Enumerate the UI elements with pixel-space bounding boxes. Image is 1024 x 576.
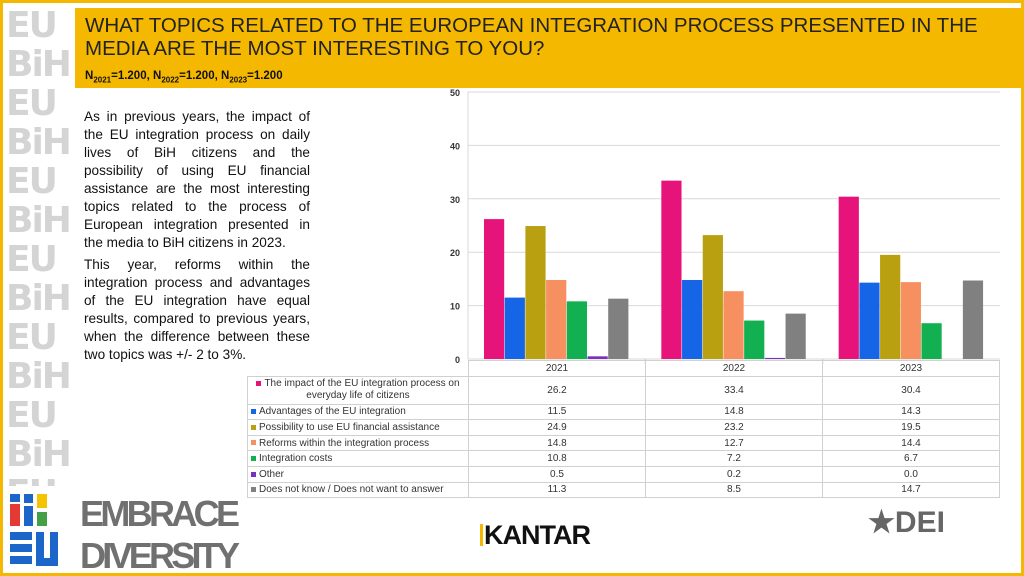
value-cell: 26.2	[468, 375, 646, 405]
value-cell: 24.9	[468, 419, 646, 436]
value-cell: 6.7	[822, 450, 1000, 467]
y-tick-label: 40	[450, 141, 460, 151]
dei-logo: ★DEI	[868, 506, 945, 539]
value-cell: 7.2	[645, 450, 823, 467]
bar-2021-3	[546, 279, 567, 359]
svg-text:EMBRACE: EMBRACE	[80, 493, 240, 534]
legend-cell: Advantages of the EU integration	[247, 403, 469, 421]
legend-swatch-icon	[251, 409, 256, 415]
legend-cell: Reforms within the integration process	[247, 434, 469, 452]
bar-2021-4	[566, 301, 587, 359]
bar-2022-0	[661, 180, 682, 359]
bar-2021-2	[525, 226, 546, 359]
table-header-cell: 2021	[468, 360, 646, 377]
legend-swatch-icon	[251, 487, 256, 493]
bar-2022-1	[682, 279, 703, 359]
series-label: Advantages of the EU integration	[259, 406, 406, 418]
value-cell: 11.5	[468, 403, 646, 421]
value-cell: 0.5	[468, 465, 646, 483]
kantar-logo: KANTAR	[480, 520, 591, 551]
bar-2022-6	[785, 313, 806, 359]
series-label: Reforms within the integration process	[259, 437, 430, 449]
table-row: Possibility to use EU financial assistan…	[247, 419, 1000, 436]
sample-sizes: N2021=1.200, N2022=1.200, N2023=1.200	[85, 70, 1011, 84]
page-title: WHAT TOPICS RELATED TO THE EUROPEAN INTE…	[85, 14, 978, 60]
table-row: Other 0.5 0.2 0.0	[247, 465, 1000, 483]
table-row: Does not know / Does not want to answer 1…	[247, 481, 1000, 499]
table-row: Advantages of the EU integration 11.5 14.8…	[247, 403, 1000, 421]
bar-2023-0	[838, 196, 859, 359]
legend-cell: Integration costs	[247, 450, 469, 467]
legend-cell: Other	[247, 465, 469, 483]
value-cell: 14.8	[645, 403, 823, 421]
eu-bih-pattern: EUBiHEUBiHEUBiHEUBiHEUBiHEUBiHEUBiH	[6, 6, 70, 486]
value-cell: 23.2	[645, 419, 823, 436]
legend-swatch-icon	[251, 456, 256, 462]
embrace-diversity-logo: EMBRACE DIVERSITY	[10, 493, 240, 572]
svg-text:DIVERSITY: DIVERSITY	[80, 535, 240, 572]
bar-2023-1	[859, 282, 880, 359]
table-header-cell: 2022	[645, 360, 823, 377]
bar-2021-5	[587, 356, 608, 359]
y-tick-label: 10	[450, 302, 460, 312]
y-tick-label: 50	[450, 88, 460, 98]
bar-chart: 0 10 20 30 40 50	[450, 88, 1000, 364]
legend-swatch-icon	[251, 440, 256, 446]
sample-size: N2022=1.200,	[153, 70, 221, 85]
legend-swatch-icon	[251, 424, 256, 430]
y-tick-label: 20	[450, 248, 460, 258]
table-header-cell: 2023	[822, 360, 1000, 377]
legend-cell: Does not know / Does not want to answer	[247, 481, 469, 499]
commentary: As in previous years, the impact of the …	[84, 108, 310, 368]
sample-size: N2023=1.200	[221, 70, 283, 85]
table-row: Integration costs 10.8 7.2 6.7	[247, 450, 1000, 467]
bar-2022-4	[744, 320, 765, 359]
value-cell: 14.3	[822, 403, 1000, 421]
header-banner: WHAT TOPICS RELATED TO THE EUROPEAN INTE…	[75, 8, 1021, 88]
bar-2023-6	[962, 280, 984, 359]
value-cell: 33.4	[645, 375, 823, 405]
legend-cell: The impact of the EU integration process…	[247, 375, 469, 405]
legend-swatch-icon	[256, 380, 262, 386]
table-row: The impact of the EU integration process…	[247, 375, 1000, 405]
commentary-p1: As in previous years, the impact of the …	[84, 109, 310, 250]
y-tick-label: 0	[455, 355, 460, 364]
sample-size: N2021=1.200,	[85, 70, 153, 85]
value-cell: 10.8	[468, 450, 646, 467]
legend-cell: Possibility to use EU financial assistan…	[247, 419, 469, 436]
legend-swatch-icon	[251, 471, 256, 477]
dei-logo-text: DEI	[894, 506, 945, 539]
series-label: Possibility to use EU financial assistan…	[259, 421, 440, 433]
table-header-row: 2021 2022 2023	[248, 360, 1000, 377]
series-label: Integration costs	[259, 453, 333, 465]
y-tick-label: 30	[450, 195, 460, 205]
table-row: Reforms within the integration process 14…	[247, 434, 1000, 452]
bar-2021-6	[608, 298, 629, 359]
bar-2021-1	[504, 297, 525, 359]
table-corner	[248, 361, 469, 377]
value-cell: 30.4	[822, 375, 1000, 405]
value-cell: 14.8	[468, 434, 646, 452]
series-label: The impact of the EU integration process…	[264, 378, 460, 402]
bar-2021-0	[484, 219, 505, 359]
bar-2022-2	[702, 235, 723, 359]
bar-2023-3	[900, 282, 921, 359]
series-label: Other	[259, 468, 285, 480]
series-label: Does not know / Does not want to answer	[259, 484, 444, 496]
bar-2022-3	[723, 291, 744, 359]
value-cell: 14.7	[822, 481, 1000, 499]
value-cell: 11.3	[468, 481, 646, 499]
value-cell: 19.5	[822, 419, 1000, 436]
value-cell: 14.4	[822, 434, 1000, 452]
commentary-p2: This year, reforms within the integratio…	[84, 257, 310, 362]
bar-2022-5	[764, 357, 786, 359]
value-cell: 0.0	[822, 465, 1000, 483]
bar-2023-2	[880, 254, 901, 359]
value-cell: 12.7	[645, 434, 823, 452]
data-table: 2021 2022 2023 The impact of the EU integra…	[247, 360, 1000, 499]
value-cell: 8.5	[645, 481, 823, 499]
value-cell: 0.2	[645, 465, 823, 483]
bar-2023-4	[921, 323, 942, 359]
